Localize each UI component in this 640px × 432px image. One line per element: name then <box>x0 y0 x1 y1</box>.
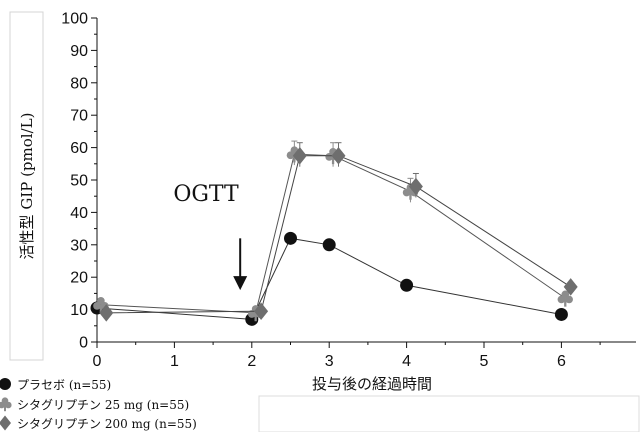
legend-frame <box>258 395 640 432</box>
y-axis-title: 活性型 GIP (pmol/L) <box>18 113 36 260</box>
series-3 <box>99 142 578 322</box>
y-axis-title-frame <box>9 11 44 361</box>
x-tick-label: 1 <box>170 353 179 370</box>
y-tick-label: 10 <box>70 302 88 319</box>
data-point <box>400 278 414 292</box>
club-stem <box>4 404 6 412</box>
x-axis-title: 投与後の経過時間 <box>312 375 432 393</box>
legend-marker <box>0 415 11 431</box>
club-stem <box>564 298 567 307</box>
club-lobe <box>402 188 411 197</box>
x-tick-label: 3 <box>325 353 334 370</box>
x-tick-label: 2 <box>247 353 256 370</box>
club-lobe <box>565 295 573 304</box>
club-lobe <box>247 310 256 318</box>
x-tick-label: 0 <box>93 353 102 370</box>
x-tick-label: 4 <box>402 353 411 370</box>
y-axis-ticks: 0 10 20 30 40 50 60 70 80 90 100 <box>61 11 97 352</box>
legend: プラセボ (n=55) シタグリプチン 25 mg (n=55) シタグリプチン 2… <box>0 378 197 431</box>
series-line <box>96 237 562 320</box>
data-point <box>554 307 568 321</box>
club-stem <box>99 304 103 314</box>
club-lobe <box>286 151 295 160</box>
x-tick-label: 6 <box>557 353 566 370</box>
club-lobe <box>5 401 12 409</box>
y-tick-label: 90 <box>70 43 88 60</box>
y-tick-label: 50 <box>70 173 88 190</box>
club-lobe <box>325 153 334 161</box>
series-layer <box>90 140 578 326</box>
legend-marker <box>0 397 12 412</box>
series-line <box>106 155 571 314</box>
y-tick-label: 60 <box>70 140 88 157</box>
club-stem <box>409 191 412 200</box>
club-lobe <box>0 401 5 409</box>
club-stem <box>293 154 296 163</box>
y-tick-label: 30 <box>70 237 88 254</box>
club-stem <box>331 155 335 165</box>
legend-label: シタグリプチン 25 mg (n=55) <box>17 398 189 412</box>
data-point <box>563 278 578 296</box>
data-point <box>557 290 573 307</box>
ogtt-arrow-head <box>233 276 248 291</box>
legend-marker <box>0 378 11 390</box>
data-point <box>408 177 423 196</box>
club-lobe <box>93 302 101 310</box>
data-point <box>284 231 297 245</box>
y-tick-label: 20 <box>70 270 88 287</box>
data-point <box>254 302 269 320</box>
data-point <box>99 304 114 322</box>
data-point <box>331 146 346 165</box>
y-tick-label: 100 <box>61 11 88 28</box>
data-point <box>292 146 307 165</box>
y-tick-label: 80 <box>70 75 88 92</box>
y-tick-label: 40 <box>70 205 88 222</box>
y-tick-label: 70 <box>70 108 88 125</box>
ogtt-arrow <box>233 238 248 291</box>
data-point <box>322 238 336 252</box>
ogtt-annotation-label: OGTT <box>173 182 239 207</box>
legend-label: プラセボ (n=55) <box>17 378 111 392</box>
y-tick-label: 0 <box>79 335 88 352</box>
club-lobe <box>557 295 566 304</box>
x-axis-ticks: 0 1 2 3 4 5 6 <box>93 342 601 370</box>
x-tick-label: 5 <box>480 353 489 370</box>
legend-label: シタグリプチン 200 mg (n=55) <box>17 417 197 431</box>
club-stem <box>254 312 257 322</box>
